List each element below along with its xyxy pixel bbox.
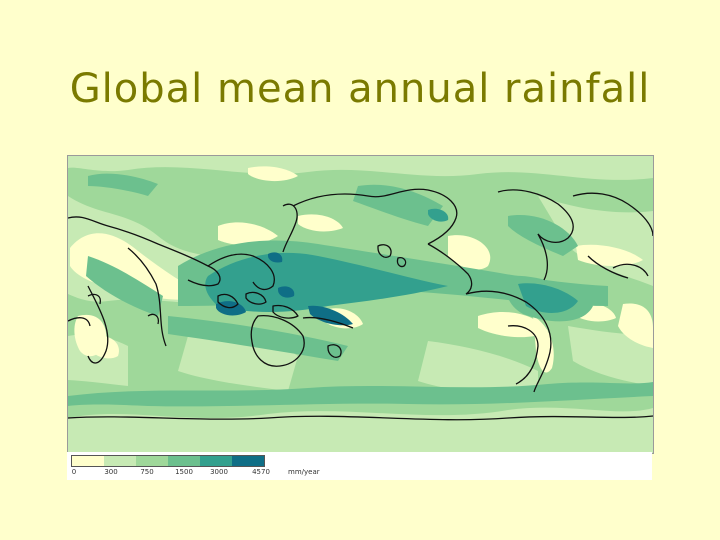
very-wet-zones [205, 208, 578, 313]
rainfall-map [67, 155, 654, 454]
legend-tick-1: 300 [104, 468, 118, 476]
legend-tick-4: 3000 [210, 468, 228, 476]
legend-color-bar [71, 455, 265, 467]
dry-zones [70, 166, 653, 373]
legend-tick-2: 750 [140, 468, 154, 476]
legend-tick-0: 0 [71, 468, 77, 476]
legend-swatch-4 [200, 456, 232, 466]
slide-title: Global mean annual rainfall [69, 66, 651, 112]
legend-unit: mm/year [288, 468, 320, 476]
coastlines [68, 188, 653, 421]
legend: 0 300 750 1500 3000 4570 mm/year [67, 452, 652, 480]
legend-swatch-0 [72, 456, 104, 466]
legend-tick-5: 4570 [252, 468, 270, 476]
legend-swatch-3 [168, 456, 200, 466]
extreme-rain-zones [216, 252, 353, 326]
legend-swatch-1 [104, 456, 136, 466]
legend-swatch-2 [136, 456, 168, 466]
legend-swatch-5 [232, 456, 264, 466]
legend-tick-3: 1500 [175, 468, 193, 476]
